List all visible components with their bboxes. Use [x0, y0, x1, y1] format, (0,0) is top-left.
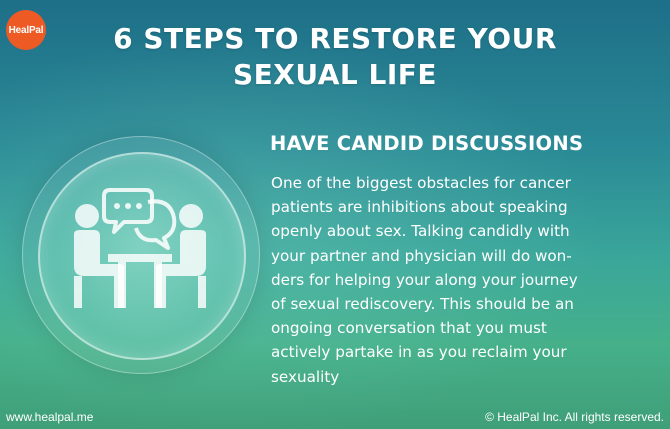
website-link[interactable]: www.healpal.me	[6, 410, 94, 424]
healpal-logo[interactable]: HealPal	[6, 10, 46, 50]
body-line: patients are inhibitions about speaking	[271, 198, 568, 217]
page-title-line-2: SEXUAL LIFE	[232, 58, 438, 91]
body-line: ongoing conversation that you must	[271, 319, 547, 338]
copyright-notice: © HealPal Inc. All rights reserved.	[485, 410, 664, 424]
two-people-talking-at-table-icon	[74, 188, 206, 308]
body-line: One of the biggest obstacles for cancer	[271, 174, 571, 192]
logo-text: HealPal	[8, 24, 44, 36]
page-title-line-1: 6 STEPS TO RESTORE YOUR	[113, 22, 557, 55]
section-body: One of the biggest obstacles for cancer …	[271, 171, 663, 389]
section-heading: HAVE CANDID DISCUSSIONS	[270, 132, 584, 155]
body-line: actively partake in as you reclaim your	[271, 343, 567, 362]
body-line: of sexual rediscovery. This should be an	[271, 295, 574, 314]
body-line: sexuality	[271, 367, 340, 386]
body-line: your partner and physician will do won-	[271, 246, 572, 265]
body-line: ders for helping your along your journey	[271, 270, 578, 289]
body-line: openly about sex. Talking candidly with	[271, 222, 570, 241]
